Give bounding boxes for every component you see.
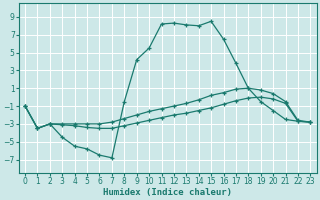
X-axis label: Humidex (Indice chaleur): Humidex (Indice chaleur) xyxy=(103,188,232,197)
